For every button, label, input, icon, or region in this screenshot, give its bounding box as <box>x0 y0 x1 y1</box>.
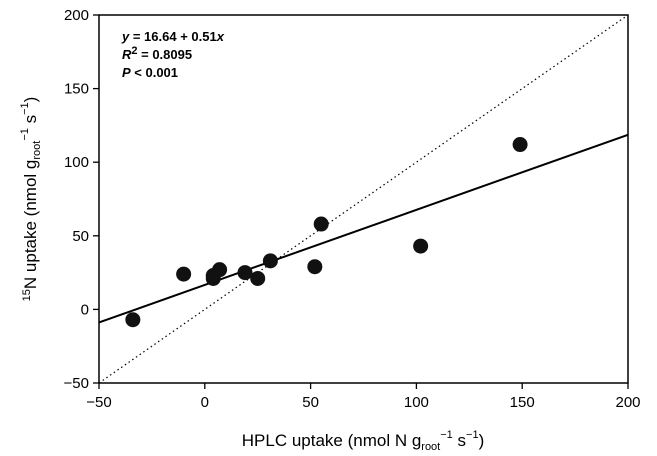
x-tick-label: 200 <box>615 394 640 411</box>
y-tick-label: 0 <box>81 301 89 318</box>
data-point <box>250 270 266 286</box>
y-tick-label: 150 <box>64 81 89 98</box>
p-value-annotation: P < 0.001 <box>122 65 178 80</box>
y-axis-title: 15N uptake (nmol groot−1 s−1) <box>19 97 43 302</box>
data-point <box>176 266 192 282</box>
data-point <box>237 265 253 281</box>
regression-line <box>99 133 628 324</box>
x-tick-label: 0 <box>201 394 209 411</box>
data-point <box>512 137 528 153</box>
y-tick-label: −50 <box>64 375 89 392</box>
y-tick-label: 200 <box>64 7 89 24</box>
data-point <box>313 216 329 232</box>
data-point <box>262 253 278 269</box>
x-tick-label: 50 <box>302 394 319 411</box>
plot-frame <box>98 14 629 384</box>
data-point <box>307 259 323 275</box>
r-squared-annotation: R2 = 0.8095 <box>122 45 192 62</box>
x-tick-label: 100 <box>404 394 429 411</box>
x-tick-label: −50 <box>86 394 111 411</box>
equation-annotation: y = 16.64 + 0.51x <box>121 29 225 44</box>
data-point <box>125 312 141 328</box>
y-tick-label: 100 <box>64 154 89 171</box>
data-point <box>413 238 429 254</box>
y-tick-label: 50 <box>72 228 89 245</box>
x-axis-title: HPLC uptake (nmol N groot−1 s−1) <box>242 429 485 453</box>
one-to-one-reference-line <box>99 15 628 383</box>
x-tick-label: 150 <box>510 394 535 411</box>
data-point <box>212 262 228 278</box>
